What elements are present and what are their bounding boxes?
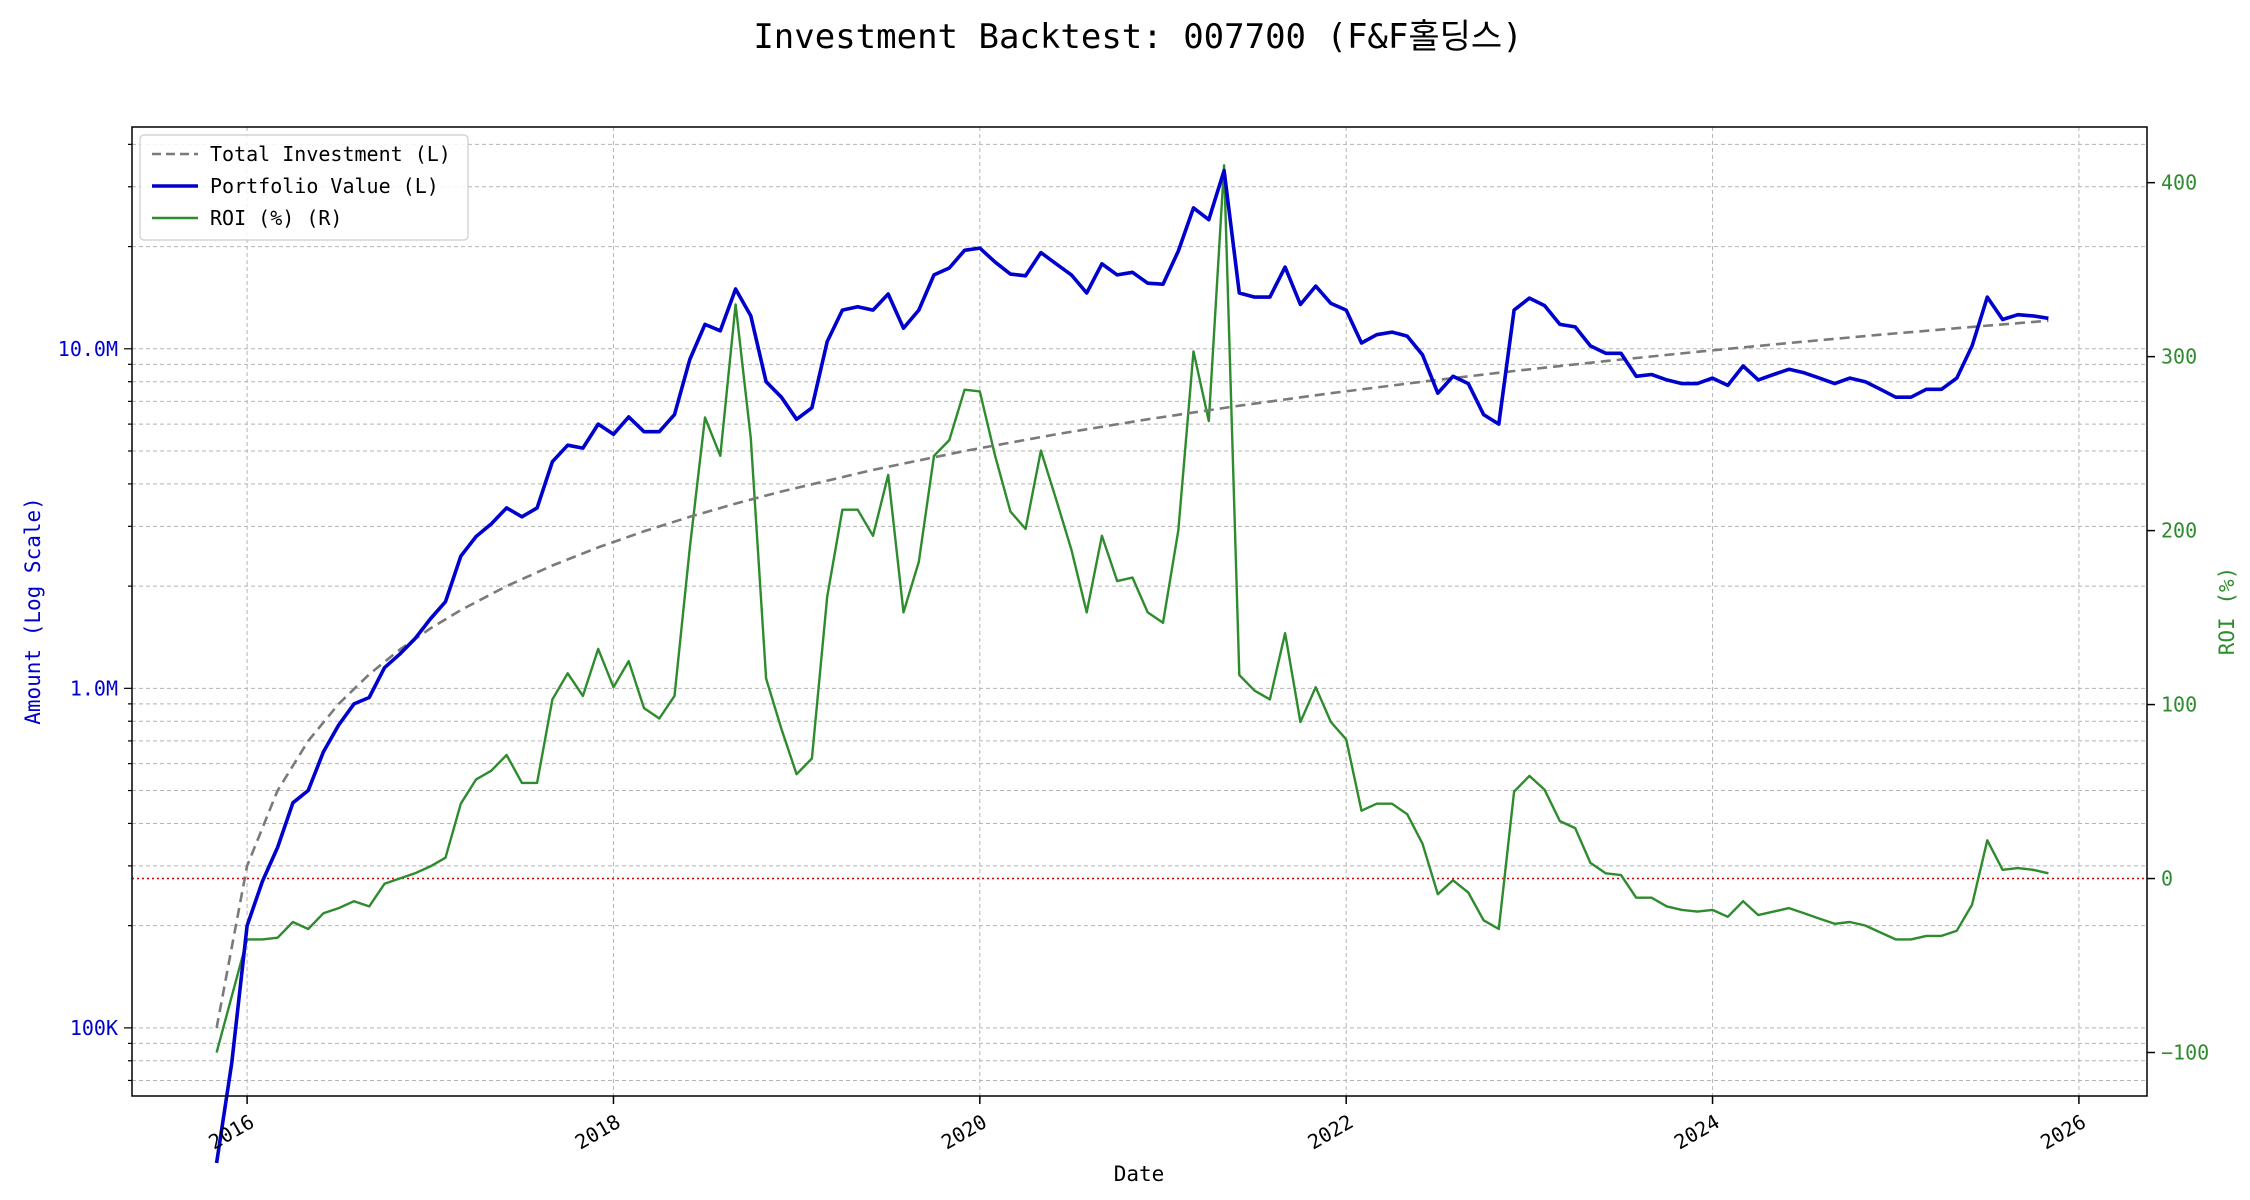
x-tick-label: 2020 (937, 1109, 991, 1154)
roi-line (215, 164, 2049, 1053)
legend: Total Investment (L) Portfolio Value (L)… (139, 134, 469, 241)
x-axis-label: Date (1114, 1162, 1165, 1186)
total-investment-line (215, 319, 2049, 1029)
x-tick-label: 2016 (204, 1109, 258, 1154)
legend-box (139, 134, 469, 241)
x-tick-label: 2026 (2036, 1109, 2090, 1154)
series (214, 164, 2049, 1164)
x-tick-label: 2018 (571, 1109, 625, 1154)
x-axis: 2016 2018 2020 2022 2024 2026 (204, 1096, 2090, 1154)
right-y-axis-label: ROI (%) (2215, 567, 2239, 656)
right-tick-label: −100 (2161, 1041, 2209, 1065)
grid (132, 127, 2147, 1096)
x-tick-label: 2022 (1304, 1109, 1358, 1154)
x-tick-label: 2024 (1670, 1109, 1724, 1154)
left-y-axis: 100K 1.0M 10.0M (58, 143, 132, 1082)
legend-label-portfolio: Portfolio Value (L) (210, 174, 439, 198)
right-tick-label: 300 (2161, 345, 2197, 369)
right-tick-label: 100 (2161, 693, 2197, 717)
right-tick-label: 200 (2161, 519, 2197, 543)
left-tick-label: 10.0M (58, 337, 118, 361)
left-tick-label: 100K (70, 1016, 118, 1040)
right-tick-label: 400 (2161, 171, 2197, 195)
right-y-axis: −100 0 100 200 300 400 (2147, 171, 2209, 1065)
plot-frame (131, 126, 2148, 1097)
left-y-axis-label: Amount (Log Scale) (21, 497, 45, 725)
portfolio-value-line (214, 168, 2049, 1164)
right-tick-label: 0 (2161, 867, 2173, 891)
left-tick-label: 1.0M (70, 676, 118, 700)
legend-label-roi: ROI (%) (R) (210, 206, 342, 230)
chart-title: Investment Backtest: 007700 (F&F홀딩스) (753, 17, 1522, 57)
legend-label-investment: Total Investment (L) (210, 142, 451, 166)
